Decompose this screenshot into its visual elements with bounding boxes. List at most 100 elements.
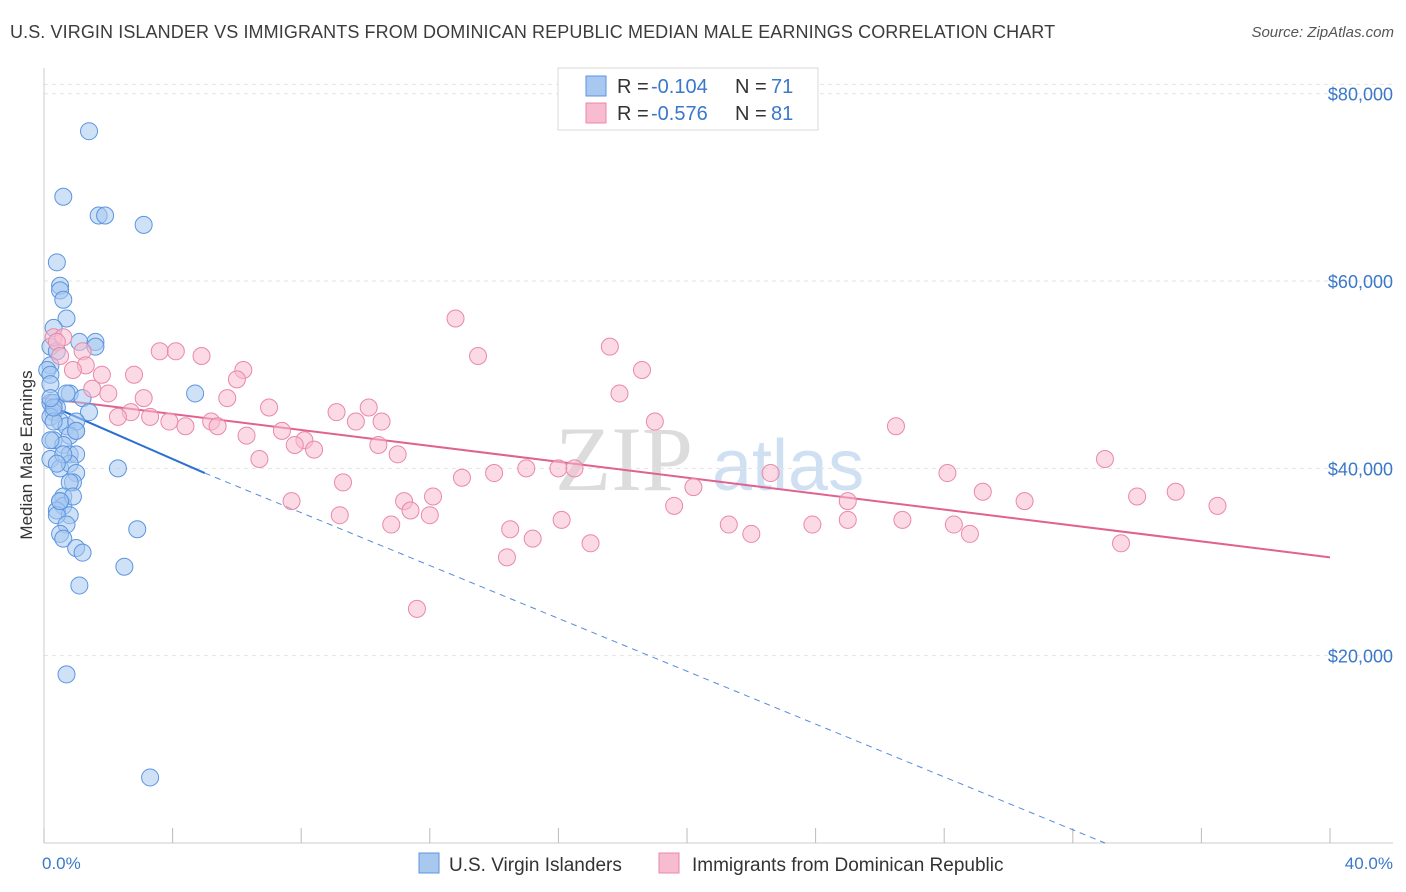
bottom-legend: U.S. Virgin Islanders Immigrants from Dom…: [418, 852, 1004, 876]
legend-swatch: [585, 75, 607, 97]
point-dominican-republic: [469, 346, 488, 365]
point-virgin-islanders: [41, 389, 60, 408]
legend-r-value: -0.576: [651, 103, 708, 125]
y-tick-label: $80,000: [1328, 85, 1393, 105]
point-dominican-republic: [63, 361, 82, 380]
point-dominican-republic: [665, 496, 684, 515]
y-tick-labels: $20,000 $40,000 $60,000 $80,000: [1328, 85, 1393, 667]
point-dominican-republic: [1095, 450, 1114, 468]
point-dominican-republic: [160, 412, 179, 431]
point-dominican-republic: [388, 445, 407, 464]
point-dominican-republic: [565, 459, 584, 478]
point-dominican-republic: [359, 398, 378, 417]
point-dominican-republic: [99, 384, 118, 403]
point-dominican-republic: [600, 337, 619, 356]
point-dominican-republic: [1208, 496, 1227, 515]
point-dominican-republic: [886, 417, 905, 436]
point-dominican-republic: [581, 534, 600, 553]
point-dominican-republic: [333, 473, 352, 492]
point-dominican-republic: [684, 478, 703, 497]
point-virgin-islanders: [47, 253, 66, 272]
point-dominican-republic: [803, 515, 822, 534]
chart-title: U.S. VIRGIN ISLANDER VS IMMIGRANTS FROM …: [10, 22, 1056, 42]
point-dominican-republic: [944, 515, 963, 534]
point-dominican-republic: [369, 435, 388, 454]
point-dominican-republic: [401, 501, 420, 520]
x-tick-label: 0.0%: [42, 854, 81, 873]
point-dominican-republic: [166, 342, 185, 361]
point-dominican-republic: [420, 506, 439, 525]
point-dominican-republic: [227, 370, 246, 389]
point-dominican-republic: [250, 450, 269, 468]
point-dominican-republic: [208, 417, 227, 436]
y-axis-label: Median Male Earnings: [17, 370, 36, 539]
point-dominican-republic: [632, 361, 651, 380]
trend-extension-virgin-islanders: [204, 472, 1106, 844]
point-dominican-republic: [761, 464, 780, 483]
point-dominican-republic: [192, 346, 211, 365]
watermark-atlas: atlas: [712, 426, 864, 506]
point-dominican-republic: [51, 346, 70, 365]
point-virgin-islanders: [73, 543, 92, 562]
point-dominican-republic: [141, 407, 160, 426]
point-dominican-republic: [285, 435, 304, 454]
point-virgin-islanders: [141, 768, 160, 787]
point-dominican-republic: [973, 482, 992, 501]
point-virgin-islanders: [57, 384, 76, 403]
point-dominican-republic: [719, 515, 738, 534]
bottom-legend-swatch: [418, 852, 440, 874]
point-virgin-islanders: [47, 454, 66, 473]
point-dominican-republic: [92, 365, 111, 384]
point-dominican-republic: [83, 379, 102, 398]
legend-n-value: 81: [771, 103, 793, 125]
point-virgin-islanders: [57, 309, 76, 328]
point-dominican-republic: [893, 510, 912, 529]
point-dominican-republic: [501, 520, 520, 539]
point-dominican-republic: [742, 524, 761, 543]
point-virgin-islanders: [80, 122, 99, 141]
point-virgin-islanders: [51, 492, 70, 511]
point-virgin-islanders: [54, 187, 73, 206]
legend-swatch: [585, 102, 607, 124]
trend-line-dominican-republic: [43, 397, 1331, 559]
point-virgin-islanders: [96, 206, 115, 225]
point-dominican-republic: [260, 398, 279, 417]
watermark-zip: ZIP: [555, 408, 693, 510]
point-dominican-republic: [176, 417, 195, 436]
x-tick-label: 40.0%: [1345, 854, 1393, 873]
bottom-legend-swatch: [658, 852, 680, 874]
x-tick-labels: 0.0% 40.0%: [42, 854, 1393, 873]
point-virgin-islanders: [108, 459, 127, 478]
point-dominican-republic: [960, 524, 979, 543]
point-dominican-republic: [938, 464, 957, 483]
legend-n-value: 71: [771, 76, 793, 98]
point-dominican-republic: [125, 365, 144, 384]
point-dominican-republic: [150, 342, 169, 361]
point-dominican-republic: [330, 506, 349, 525]
point-dominican-republic: [452, 468, 471, 487]
point-dominican-republic: [497, 548, 516, 567]
point-dominican-republic: [1166, 482, 1185, 501]
y-tick-label: $40,000: [1328, 459, 1393, 479]
point-dominican-republic: [108, 407, 127, 426]
point-dominican-republic: [838, 492, 857, 511]
watermark: ZIP atlas: [555, 408, 864, 510]
point-dominican-republic: [407, 599, 426, 618]
legend-r-label: R =: [617, 103, 649, 125]
point-virgin-islanders: [134, 215, 153, 234]
point-virgin-islanders: [41, 431, 60, 450]
point-dominican-republic: [552, 510, 571, 529]
point-dominican-republic: [549, 459, 568, 478]
point-dominican-republic: [838, 510, 857, 529]
point-dominican-republic: [346, 412, 365, 431]
point-dominican-republic: [1128, 487, 1147, 506]
point-virgin-islanders: [54, 529, 73, 548]
point-dominican-republic: [523, 529, 542, 548]
legend-r-value: -0.104: [651, 76, 708, 98]
point-dominican-republic: [382, 515, 401, 534]
point-virgin-islanders: [54, 290, 73, 309]
point-virgin-islanders: [115, 557, 134, 576]
point-virgin-islanders: [70, 576, 89, 595]
point-dominican-republic: [327, 403, 346, 422]
